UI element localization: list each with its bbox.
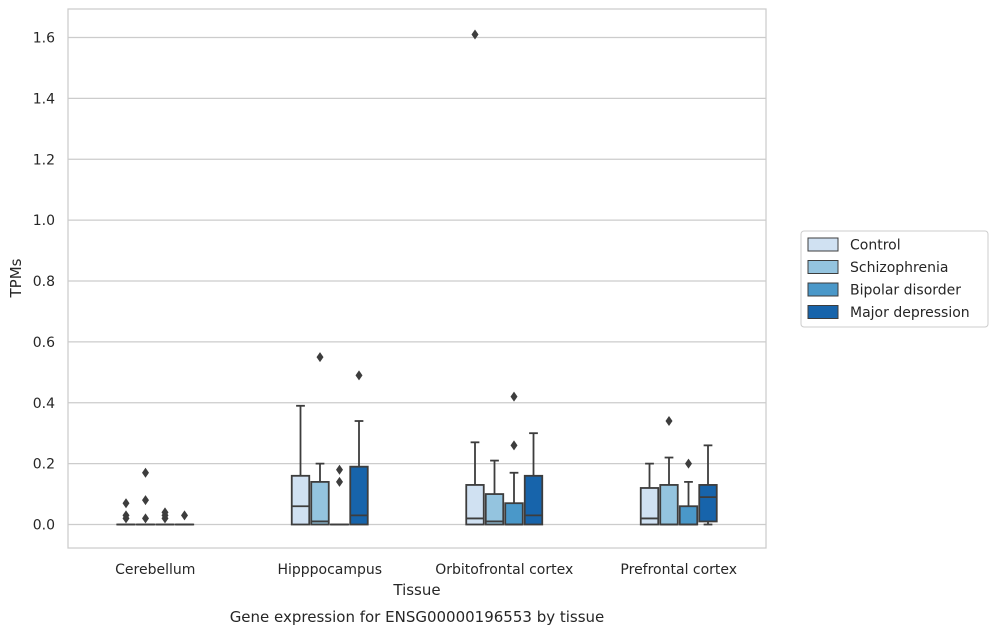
legend-swatch [807, 237, 839, 252]
legend-swatch [807, 305, 839, 319]
box [465, 484, 485, 526]
outlier-point [336, 476, 343, 487]
legend: Control Schizophrenia Bipolar disorder Majo… [800, 230, 989, 328]
box [484, 493, 505, 526]
x-tick-label: Cerebellum [115, 562, 195, 578]
outlier-point [142, 513, 149, 524]
outlier-point [685, 458, 692, 469]
outlier-point [316, 352, 324, 363]
outlier-point [142, 467, 149, 478]
grid-lines [68, 36, 766, 526]
y-tick-label: 0.8 [33, 274, 55, 290]
y-tick-label: 0.6 [33, 335, 55, 351]
y-tick-label: 1.0 [33, 213, 55, 229]
outlier-point [471, 29, 479, 40]
x-axis-ticks: Cerebellum Hipppocampus Orbitofrontal cort… [115, 562, 737, 578]
y-tick-label: 1.2 [33, 152, 55, 168]
plot-background [68, 9, 766, 548]
outlier-point [161, 513, 169, 524]
box-group [465, 29, 544, 526]
box [678, 505, 699, 526]
outlier-point [122, 498, 130, 509]
outlier-point [122, 513, 130, 524]
y-tick-label: 1.6 [33, 31, 55, 47]
legend-label: Control [850, 238, 901, 254]
box-group [116, 467, 195, 526]
y-tick-label: 0.2 [33, 457, 55, 473]
x-axis-label: Tissue [392, 581, 440, 599]
legend-label: Schizophrenia [850, 260, 948, 276]
y-axis-ticks: 0.0 0.2 0.4 0.6 0.8 1.0 1.2 1.4 1.6 [33, 31, 55, 534]
chart-caption: Gene expression for ENSG00000196553 by t… [230, 608, 605, 626]
box [310, 480, 330, 526]
y-tick-label: 0.4 [33, 396, 55, 412]
box-group [639, 416, 718, 526]
y-axis-label: TPMs [7, 258, 25, 298]
box [639, 487, 660, 526]
legend-label: Major depression [850, 305, 970, 321]
outlier-point [355, 370, 363, 381]
box [504, 502, 524, 526]
plot-frame [67, 8, 767, 549]
x-tick-label: Hipppocampus [277, 562, 382, 578]
legend-label: Bipolar disorder [850, 283, 961, 299]
box [523, 474, 544, 526]
outlier-point [510, 440, 518, 451]
outlier-point [510, 391, 518, 402]
x-tick-label: Orbitofrontal cortex [435, 562, 573, 578]
legend-swatch [807, 260, 839, 274]
box-group [290, 352, 369, 526]
box [290, 474, 311, 526]
y-tick-label: 1.4 [33, 91, 55, 107]
box [698, 484, 718, 523]
outlier-point [142, 495, 149, 506]
box [659, 484, 679, 526]
legend-swatch [807, 282, 839, 297]
legend-items: Control Schizophrenia Bipolar disorder Majo… [807, 237, 970, 321]
outlier-point [665, 416, 673, 427]
box-groups [116, 29, 718, 526]
outlier-point [336, 464, 343, 475]
x-tick-label: Prefrontal cortex [620, 562, 737, 578]
outlier-point [181, 510, 188, 521]
box [349, 465, 369, 526]
legend-frame [800, 230, 989, 328]
y-tick-label: 0.0 [33, 518, 55, 534]
